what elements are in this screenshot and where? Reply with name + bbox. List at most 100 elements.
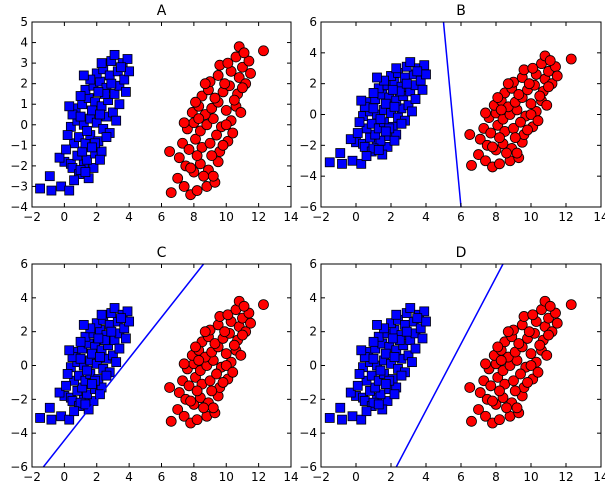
red-circle-point [193, 113, 205, 125]
red-circle-point [237, 61, 248, 73]
x-tick-label: 0 [352, 470, 360, 482]
blue-square-point [120, 86, 131, 97]
blue-square-point [95, 352, 105, 362]
blue-square-point [352, 380, 363, 391]
red-circle-point [245, 67, 256, 79]
y-tick-label: 5 [20, 15, 28, 29]
blue-square-point [389, 389, 400, 400]
series-square-group [324, 303, 431, 425]
blue-square-point [361, 151, 372, 162]
red-circle-point [237, 82, 248, 94]
x-tick-label: 4 [422, 470, 430, 482]
blue-square-point [375, 365, 386, 376]
y-tick-label: 0 [309, 359, 317, 373]
x-tick-label: 12 [558, 210, 573, 224]
red-circle-point [178, 358, 190, 370]
x-tick-label: 8 [492, 470, 500, 482]
red-circle-point [466, 159, 477, 171]
y-tick-label: 0 [20, 118, 28, 132]
red-circle-point [258, 299, 269, 311]
blue-square-point [361, 406, 372, 417]
red-circle-point [178, 410, 190, 422]
y-tick-label: 4 [20, 291, 28, 305]
red-circle-point [227, 366, 239, 378]
red-circle-point [501, 402, 512, 414]
x-tick-label: 12 [251, 470, 266, 482]
red-circle-point [233, 72, 245, 83]
blue-square-point [372, 319, 382, 330]
red-circle-point [190, 96, 201, 108]
red-circle-point [207, 402, 219, 414]
red-circle-point [220, 104, 232, 116]
red-circle-point [219, 78, 231, 90]
series-square-group [35, 303, 135, 425]
blue-square-point [111, 357, 122, 368]
x-tick-label: 8 [492, 210, 500, 224]
y-tick-label: 2 [309, 77, 317, 91]
red-circle-point [165, 415, 177, 427]
red-circle-point [492, 92, 504, 103]
red-circle-point [565, 299, 577, 311]
blue-square-point [109, 89, 120, 99]
y-tick-label: 6 [309, 257, 317, 271]
red-circle-point [173, 387, 185, 398]
blue-square-point [54, 152, 65, 163]
blue-square-point [347, 411, 358, 422]
blue-square-point [106, 326, 117, 337]
red-circle-point [474, 133, 486, 145]
x-tick-label: 0 [61, 210, 69, 224]
red-circle-point [532, 366, 544, 378]
blue-square-point [109, 49, 120, 60]
red-circle-point [464, 129, 476, 140]
blue-square-point [75, 91, 86, 101]
red-circle-point [466, 415, 477, 427]
x-tick-label: 10 [523, 470, 538, 482]
red-circle-point [212, 70, 224, 81]
x-tick-label: 4 [125, 470, 133, 482]
blue-square-point [407, 106, 417, 117]
blue-square-point [82, 126, 92, 136]
blue-square-point [380, 379, 391, 390]
red-circle-point [501, 147, 512, 159]
red-circle-point [177, 137, 188, 149]
blue-square-point [380, 98, 391, 109]
x-tick-label: 6 [158, 470, 166, 482]
blue-square-point [62, 130, 73, 140]
red-circle-point [173, 152, 185, 164]
x-tick-label: −2 [23, 470, 41, 482]
red-circle-point [518, 311, 530, 322]
blue-square-point [95, 109, 105, 120]
panel-title: C [157, 245, 167, 261]
blue-square-point [380, 126, 391, 137]
blue-square-point [119, 74, 130, 85]
y-tick-label: 3 [20, 56, 28, 70]
red-circle-point [534, 339, 546, 351]
blue-square-point [56, 411, 67, 422]
blue-square-point [78, 70, 89, 81]
blue-square-point [69, 406, 79, 417]
x-tick-label: 6 [158, 210, 166, 224]
blue-square-point [96, 58, 107, 69]
blue-square-point [412, 313, 423, 324]
blue-square-point [337, 158, 347, 169]
blue-square-point [373, 145, 384, 155]
red-circle-point [228, 339, 240, 351]
blue-square-point [417, 84, 428, 95]
red-circle-point [492, 341, 504, 353]
red-circle-point [480, 358, 491, 370]
blue-square-point [380, 348, 391, 359]
blue-square-point [54, 387, 65, 398]
red-circle-point [494, 158, 505, 170]
red-circle-point [480, 155, 491, 167]
blue-square-point [61, 380, 71, 391]
blue-square-point [120, 333, 131, 344]
red-circle-point [235, 107, 247, 118]
red-circle-point [201, 119, 213, 131]
red-circle-point [178, 117, 190, 129]
red-circle-point [178, 181, 190, 192]
red-circle-point [508, 375, 519, 387]
separating-line [442, 22, 462, 207]
blue-square-point [82, 365, 92, 376]
red-circle-point [551, 70, 563, 82]
red-circle-point [211, 368, 222, 380]
